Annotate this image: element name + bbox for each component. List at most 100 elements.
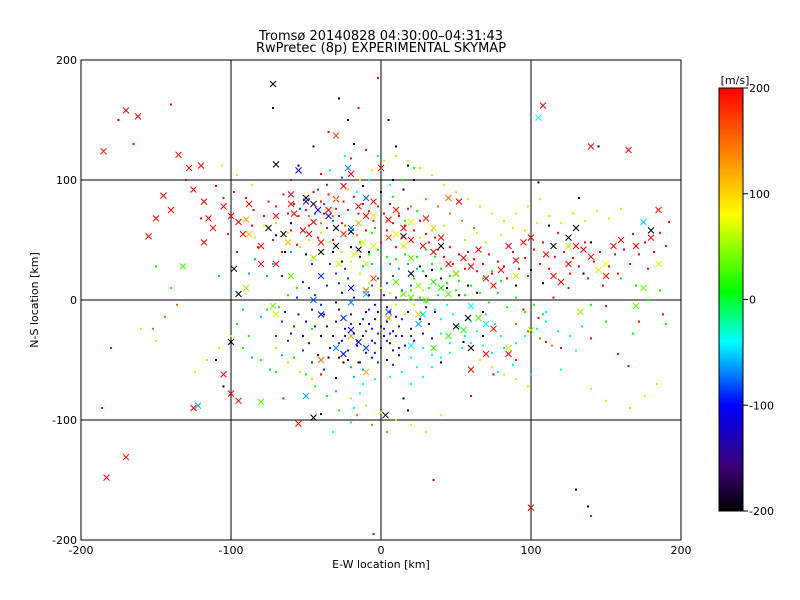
data-point-dot — [413, 229, 415, 232]
data-point-cross — [385, 234, 392, 241]
data-point-dot — [416, 366, 418, 369]
data-point-cross — [340, 350, 347, 358]
data-point-dot — [437, 294, 439, 297]
data-point-cross — [377, 164, 385, 172]
data-point-dot — [365, 330, 367, 333]
data-point-dot — [380, 267, 382, 270]
data-point-dot — [659, 289, 661, 292]
data-point-dot — [587, 277, 589, 280]
data-point-dot — [368, 308, 370, 311]
data-point-dot — [383, 212, 385, 215]
data-point-dot — [476, 270, 478, 273]
data-point-cross — [407, 218, 415, 226]
data-point-dot — [389, 342, 391, 345]
data-point-cross — [505, 344, 512, 352]
data-point-cross — [332, 132, 340, 139]
data-point-dot — [329, 169, 331, 172]
data-point-dot — [326, 325, 328, 328]
data-point-dot — [401, 318, 403, 321]
data-point-dot — [500, 279, 502, 282]
data-point-cross — [415, 282, 422, 289]
data-point-dot — [353, 375, 355, 378]
data-point-dot — [284, 251, 286, 253]
data-point-dot — [515, 284, 517, 287]
data-point-cross — [505, 350, 512, 358]
data-point-cross — [467, 344, 475, 352]
data-point-dot — [275, 371, 277, 373]
data-point-dot — [602, 284, 604, 287]
data-point-cross — [245, 200, 253, 208]
data-point-dot — [545, 311, 547, 313]
data-point-dot — [215, 359, 217, 361]
colorbar-tick-label: 100 — [749, 188, 770, 201]
data-point-dot — [260, 359, 262, 361]
data-point-dot — [567, 287, 570, 289]
data-point-cross — [314, 206, 322, 214]
data-point-dot — [242, 347, 244, 349]
data-point-cross — [305, 230, 313, 238]
data-point-dot — [200, 217, 202, 220]
data-point-dot — [413, 303, 415, 306]
x-tick-label: 200 — [671, 544, 692, 557]
data-point-dot — [551, 344, 553, 347]
data-point-dot — [230, 335, 232, 337]
data-point-cross — [482, 320, 490, 328]
data-point-dot — [506, 306, 508, 309]
data-point-dot — [293, 203, 295, 205]
data-points — [100, 77, 670, 535]
data-point-dot — [392, 179, 394, 181]
data-point-cross — [455, 198, 463, 205]
data-point-dot — [470, 320, 472, 323]
data-point-dot — [332, 335, 334, 337]
data-point-cross — [482, 275, 490, 282]
data-point-dot — [524, 311, 526, 313]
data-point-cross — [430, 278, 437, 286]
data-point-cross — [512, 257, 520, 264]
data-point-cross — [595, 266, 602, 274]
data-point-dot — [537, 181, 540, 184]
data-point-dot — [522, 308, 525, 311]
data-point-dot — [479, 359, 481, 361]
data-point-cross — [632, 242, 640, 250]
data-point-dot — [305, 209, 307, 211]
data-point-dot — [341, 291, 343, 294]
data-point-dot — [356, 339, 358, 342]
data-point-cross — [302, 392, 310, 400]
data-point-cross — [370, 242, 377, 250]
data-point-cross — [445, 194, 452, 202]
data-point-cross — [134, 113, 142, 120]
data-point-dot — [387, 119, 390, 121]
data-point-dot — [297, 313, 300, 316]
data-point-dot — [383, 335, 385, 337]
data-point-cross — [460, 326, 467, 334]
data-point-dot — [491, 272, 493, 275]
data-point-dot — [344, 335, 346, 337]
data-point-dot — [422, 332, 424, 335]
data-point-dot — [374, 303, 376, 306]
data-point-cross — [257, 260, 265, 268]
data-point-dot — [425, 198, 427, 201]
data-point-dot — [530, 269, 532, 271]
data-point-dot — [221, 164, 223, 167]
data-point-dot — [326, 227, 328, 229]
data-point-dot — [431, 269, 433, 271]
data-point-dot — [356, 191, 358, 193]
data-point-dot — [512, 363, 514, 366]
data-point-dot — [434, 255, 436, 258]
data-point-dot — [425, 306, 427, 309]
data-point-dot — [380, 411, 382, 414]
data-point-dot — [476, 330, 478, 333]
data-point-dot — [359, 323, 361, 325]
data-point-dot — [599, 251, 601, 253]
data-point-dot — [341, 260, 343, 263]
data-point-dot — [575, 349, 577, 352]
data-point-dot — [410, 205, 412, 208]
data-point-dot — [338, 342, 340, 345]
data-point-dot — [335, 390, 337, 393]
data-point-dot — [419, 318, 421, 321]
data-point-dot — [398, 354, 400, 357]
data-point-dot — [470, 395, 472, 397]
data-point-dot — [338, 215, 340, 217]
data-point-cross — [452, 323, 460, 330]
data-point-cross — [197, 162, 205, 169]
